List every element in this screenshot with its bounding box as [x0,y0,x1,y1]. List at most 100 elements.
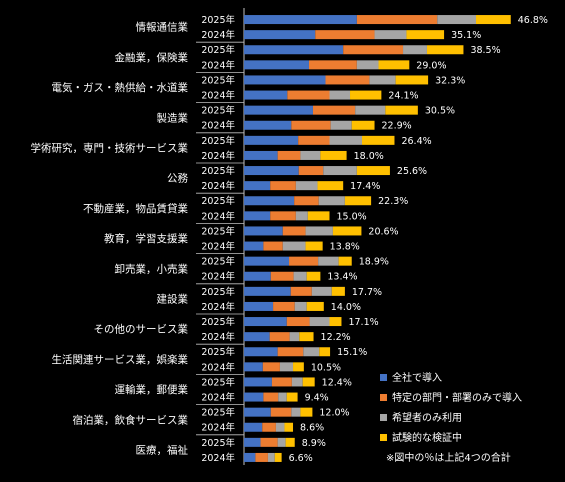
bar-segment [369,75,396,85]
total-label: 22.9% [382,121,412,132]
bar-segment [343,45,404,55]
bar-segment [291,377,303,387]
bar-segment [293,271,307,281]
bar-segment [244,105,313,115]
legend-label: 全社で導入 [392,371,442,384]
bar-segment [270,211,296,221]
bar-segment [282,241,306,251]
bar-segment [318,256,339,266]
category-label: 教育，学習支援業 [104,232,188,245]
category-label: 電気・ガス・熱供給・水道業 [52,81,189,94]
bar-segment [244,15,357,25]
legend-label: 試験的な検証中 [392,431,462,444]
year-label: 2024年 [201,422,235,434]
total-label: 24.1% [388,90,418,101]
bar-segment [291,120,331,130]
total-label: 46.8% [518,15,548,26]
bar-segment [244,75,326,85]
category-label: 製造業 [157,111,189,124]
year-label: 2024年 [201,331,235,343]
bar-segment [311,286,332,296]
year-label: 2024年 [201,271,235,283]
total-label: 8.6% [300,423,324,434]
year-label: 2024年 [201,240,235,252]
legend-swatch [380,394,387,401]
total-label: 14.0% [331,302,361,313]
year-label: 2025年 [201,225,235,237]
bar-segment [244,256,290,266]
bar-segment [293,362,304,372]
bar-segment [319,347,331,357]
year-label: 2024年 [201,391,235,403]
total-label: 29.0% [416,60,446,71]
bar-segment [244,181,271,191]
bar-segment [403,45,427,55]
year-label: 2024年 [201,120,235,132]
year-label: 2025年 [201,376,235,388]
bar-segment [270,181,296,191]
bar-segment [355,105,386,115]
bar-segment [356,15,438,25]
legend-label: 希望者のみ利用 [392,411,462,424]
category-label: 情報通信業 [136,21,189,34]
category-label: その他のサービス業 [94,323,189,336]
total-label: 20.6% [368,226,398,237]
total-label: 18.0% [354,151,384,162]
year-label: 2025年 [201,74,235,86]
bar-segment [318,196,345,206]
year-label: 2024年 [201,210,235,222]
legend-note: ※図中の％は上記4つの合計 [386,451,511,464]
bar-segment [437,15,476,25]
category-label: 公務 [167,172,188,185]
total-label: 26.4% [401,136,431,147]
bar-segment [331,286,345,296]
bar-segment [290,286,312,296]
bar-segment [295,181,318,191]
bar-segment [244,271,271,281]
year-label: 2025年 [201,14,235,26]
bar-segment [270,271,294,281]
bar-segment [329,90,351,100]
bar-segment [244,135,299,145]
bar-segment [305,241,323,251]
total-label: 13.8% [330,241,360,252]
total-label: 17.1% [348,317,378,328]
bar-segment [244,347,278,357]
category-label: 運輸業，郵便業 [115,383,189,396]
total-label: 10.5% [311,362,341,373]
bar-segment [244,120,292,130]
bar-segment [271,377,292,387]
bar-segment [244,392,264,402]
bar-segment [279,362,294,372]
bar-segment [244,166,299,176]
bar-segment [269,332,290,342]
total-label: 8.9% [302,438,326,449]
legend-swatch [380,374,387,381]
year-label: 2025年 [201,256,235,268]
bar-segment [300,150,321,160]
year-label: 2024年 [201,361,235,373]
total-label: 15.1% [337,347,367,358]
total-label: 12.0% [319,408,349,419]
bar-segment [294,301,307,311]
total-label: 9.4% [305,392,329,403]
total-label: 12.2% [321,332,351,343]
bar-segment [262,362,280,372]
year-label: 2025年 [201,346,235,358]
bar-segment [320,150,347,160]
bar-segment [244,90,288,100]
year-label: 2024年 [201,301,235,313]
bar-segment [263,241,283,251]
total-label: 35.1% [451,30,481,41]
year-label: 2024年 [201,89,235,101]
bar-segment [273,301,295,311]
year-label: 2025年 [201,437,235,449]
bar-segment [299,332,314,342]
bar-segment [282,226,306,236]
bar-segment [323,166,357,176]
bar-segment [300,407,313,417]
bar-segment [317,181,344,191]
category-label: 建設業 [157,293,189,306]
